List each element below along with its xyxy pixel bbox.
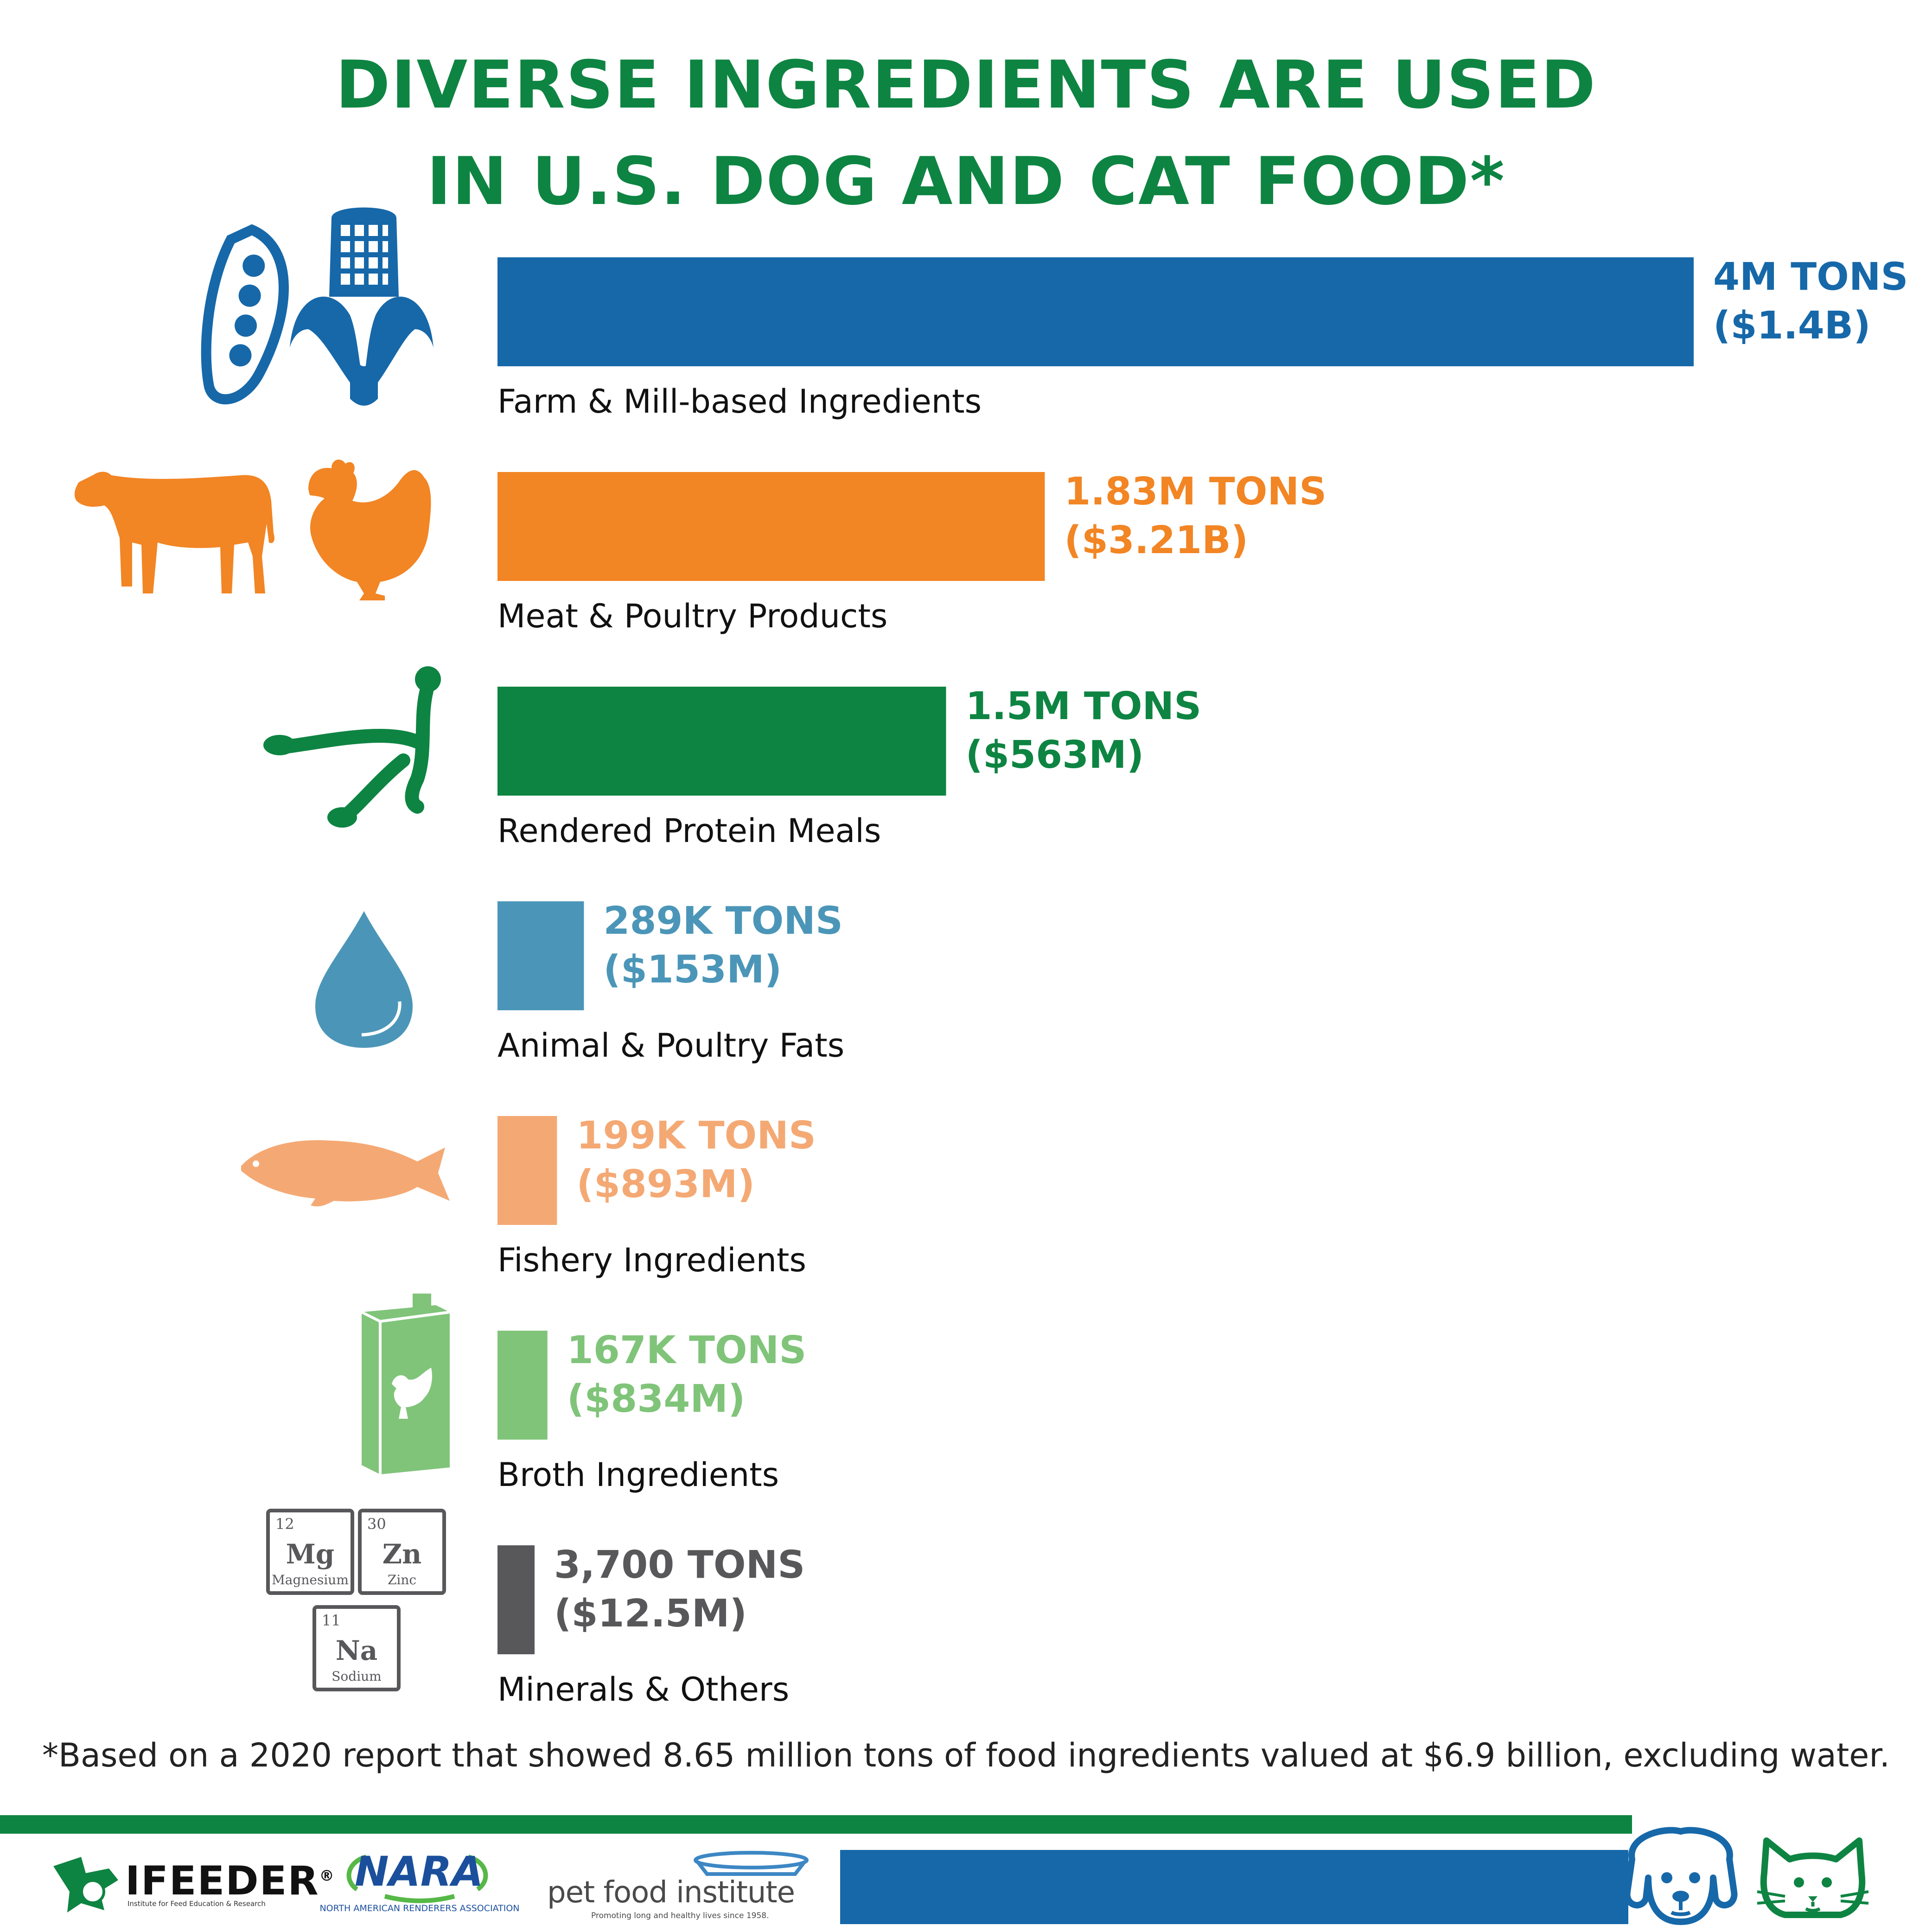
footer-divider <box>0 1815 1632 1834</box>
nara-recycle-icon <box>346 1855 488 1903</box>
water-drop-icon <box>315 911 413 1048</box>
value-label-fishery-ingredients: 199K TONS <box>576 1114 816 1158</box>
pea-pod-icon <box>201 224 289 405</box>
bar-broth-ingredients <box>497 1331 548 1440</box>
value-label-animal-poultry-fats: 289K TONS <box>603 899 843 943</box>
corn-icon <box>290 207 434 406</box>
ifeeder-registered-mark: ® <box>319 1867 335 1885</box>
bar-rendered-protein-meals <box>497 687 946 796</box>
value-label-meat-poultry-products: 1.83M TONS <box>1064 470 1326 514</box>
sodium-tile: 11 Na Sodium <box>312 1605 401 1691</box>
zinc-tile: 30 Zn Zinc <box>358 1509 446 1595</box>
magnesium-symbol: Mg <box>286 1538 335 1570</box>
pea-pod-and-corn-icon <box>201 207 434 406</box>
sodium-number: 11 <box>322 1612 341 1629</box>
value-label-broth-ingredients: 167K TONS <box>567 1328 807 1372</box>
category-label-broth-ingredients: Broth Ingredients <box>497 1456 779 1494</box>
value-label-rendered-protein-meals: 1.5M TONS <box>966 684 1202 728</box>
category-label-animal-poultry-fats: Animal & Poultry Fats <box>497 1027 844 1065</box>
sodium-symbol: Na <box>336 1635 378 1666</box>
value-sublabel-fishery-ingredients: ($893M) <box>576 1162 755 1206</box>
zinc-number: 30 <box>367 1515 386 1533</box>
category-label-farm-mill-based-ingredients: Farm & Mill-based Ingredients <box>497 383 982 421</box>
chart-title-line-2: IN U.S. DOG AND CAT FOOD* <box>427 143 1505 220</box>
bar-minerals-others <box>497 1545 535 1654</box>
category-label-minerals-others: Minerals & Others <box>497 1671 789 1709</box>
bar-meat-poultry-products <box>497 472 1045 581</box>
category-label-rendered-protein-meals: Rendered Protein Meals <box>497 812 881 850</box>
category-label-meat-poultry-products: Meat & Poultry Products <box>497 597 887 635</box>
zinc-symbol: Zn <box>383 1538 422 1570</box>
magnesium-number: 12 <box>275 1515 294 1533</box>
zinc-name: Zinc <box>388 1572 416 1588</box>
mineral-elements-icon: 12 Mg Magnesium 30 Zn Zinc 11 Na Sodium <box>266 1509 446 1691</box>
bar-fishery-ingredients <box>497 1116 557 1225</box>
bars-group: 4M TONS ($1.4B) Farm & Mill-based Ingredie… <box>497 255 1908 1709</box>
value-sublabel-animal-poultry-fats: ($153M) <box>603 948 782 992</box>
category-label-fishery-ingredients: Fishery Ingredients <box>497 1241 806 1279</box>
value-sublabel-broth-ingredients: ($834M) <box>567 1377 746 1421</box>
bar-animal-poultry-fats <box>497 901 584 1010</box>
fish-icon <box>241 1140 450 1206</box>
cow-icon <box>74 472 274 593</box>
chart-title-line-1: DIVERSE INGREDIENTS ARE USED <box>335 47 1597 123</box>
value-sublabel-meat-poultry-products: ($3.21B) <box>1064 518 1248 562</box>
ifeeder-emblem-icon <box>53 1857 118 1913</box>
magnesium-name: Magnesium <box>272 1572 349 1588</box>
value-sublabel-rendered-protein-meals: ($563M) <box>966 733 1144 777</box>
sodium-name: Sodium <box>332 1669 382 1684</box>
nara-tagline: NORTH AMERICAN RENDERERS ASSOCIATION <box>319 1903 520 1913</box>
footnote: *Based on a 2020 report that showed 8.65… <box>42 1736 1890 1774</box>
pet-bowl-icon <box>694 1851 809 1876</box>
pet-food-institute-logo[interactable]: pet food institute Promoting long and he… <box>542 1850 811 1924</box>
pet-face-icons <box>1624 1827 1869 1925</box>
ifeeder-name: IFEEDER <box>125 1858 319 1904</box>
bar-chart: 4M TONS ($1.4B) Farm & Mill-based Ingredie… <box>74 207 1908 1709</box>
chicken-icon <box>308 459 431 600</box>
value-sublabel-minerals-others: ($12.5M) <box>554 1592 747 1636</box>
wishbone-icon <box>263 666 441 828</box>
pfi-name: pet food institute <box>547 1875 795 1910</box>
value-label-minerals-others: 3,700 TONS <box>554 1543 805 1587</box>
nara-logo[interactable]: NARA NORTH AMERICAN RENDERERS ASSOCIATIO… <box>315 1843 524 1926</box>
nara-name: NARA <box>355 1848 484 1895</box>
broth-carton-icon <box>361 1294 450 1474</box>
chart-title: DIVERSE INGREDIENTS ARE USED IN U.S. DOG… <box>0 37 1932 230</box>
footer-blue-band <box>840 1850 1628 1924</box>
ifeeder-logo[interactable]: IFEEDER® Institute for Feed Education & … <box>49 1848 334 1917</box>
cow-and-chicken-icon <box>74 459 431 600</box>
magnesium-tile: 12 Mg Magnesium <box>266 1509 354 1595</box>
pfi-tagline: Promoting long and healthy lives since 1… <box>591 1911 769 1920</box>
ifeeder-tagline: Institute for Feed Education & Research <box>128 1900 266 1908</box>
value-label-farm-mill-based-ingredients: 4M TONS <box>1713 255 1908 299</box>
cat-face-icon <box>1757 1837 1869 1918</box>
value-sublabel-farm-mill-based-ingredients: ($1.4B) <box>1713 304 1871 348</box>
bar-farm-mill-based-ingredients <box>497 257 1694 366</box>
dog-face-icon <box>1624 1827 1738 1925</box>
